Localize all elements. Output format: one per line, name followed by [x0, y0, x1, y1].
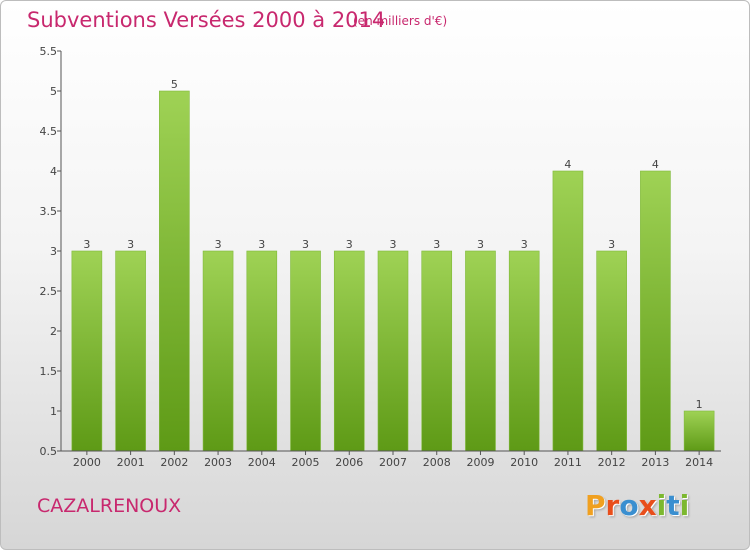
bar-value-label: 3: [477, 238, 484, 251]
y-tick-label: 1: [50, 405, 57, 418]
bar-value-label: 3: [258, 238, 265, 251]
bar-2005: [290, 250, 321, 452]
x-tick-label: 2009: [466, 456, 494, 469]
bar-2012: [596, 250, 627, 452]
x-tick-label: 2002: [160, 456, 188, 469]
bar-2014: [683, 410, 715, 452]
bar-2009: [465, 250, 496, 452]
bar-2001: [115, 250, 146, 452]
commune-name: CAZALRENOUX: [37, 495, 182, 517]
bar-value-label: 3: [83, 238, 90, 251]
y-tick-label: 5.5: [40, 45, 58, 58]
bar-value-label: 4: [564, 158, 571, 171]
x-tick-label: 2003: [204, 456, 232, 469]
bar-value-label: 3: [390, 238, 397, 251]
x-tick-label: 2014: [685, 456, 713, 469]
y-tick-label: 3: [50, 245, 57, 258]
x-tick-label: 2005: [292, 456, 320, 469]
bar-value-label: 1: [696, 398, 703, 411]
bar-2006: [333, 250, 365, 452]
y-tick-label: 2.5: [40, 285, 58, 298]
x-tick-label: 2006: [335, 456, 363, 469]
bar-value-label: 4: [652, 158, 659, 171]
logo-letter: P: [585, 489, 606, 522]
x-tick-label: 2004: [248, 456, 276, 469]
x-tick-label: 2000: [73, 456, 101, 469]
logo-letter: x: [638, 489, 657, 522]
y-tick-label: 1.5: [40, 365, 58, 378]
bar-2011: [552, 170, 584, 452]
x-tick-label: 2007: [379, 456, 407, 469]
bar-2003: [202, 250, 234, 452]
bar-2004: [246, 250, 278, 452]
x-tick-label: 2010: [510, 456, 538, 469]
logo-letter: t: [666, 489, 680, 522]
bar-value-label: 3: [521, 238, 528, 251]
bar-2013: [640, 170, 671, 452]
y-tick-label: 5: [50, 85, 57, 98]
bar-2000: [71, 250, 103, 452]
y-tick-label: 4: [50, 165, 57, 178]
x-tick-label: 2001: [117, 456, 145, 469]
bar-value-label: 3: [433, 238, 440, 251]
bar-2002: [159, 90, 190, 452]
y-tick-label: 4.5: [40, 125, 58, 138]
x-tick-label: 2013: [641, 456, 669, 469]
chart-subtitle: (en milliers d'€): [353, 14, 448, 28]
bar-value-label: 3: [608, 238, 615, 251]
bar-value-label: 5: [171, 78, 178, 91]
logo-letter: i: [679, 489, 690, 522]
bar-value-label: 3: [215, 238, 222, 251]
logo-letter: r: [605, 489, 620, 522]
x-tick-label: 2011: [554, 456, 582, 469]
bar-value-label: 3: [127, 238, 134, 251]
y-tick-label: 0.5: [40, 445, 58, 458]
x-tick-label: 2012: [598, 456, 626, 469]
logo-letter: o: [619, 489, 639, 522]
logo-letter: i: [656, 489, 667, 522]
y-tick-label: 3.5: [40, 205, 58, 218]
x-tick-label: 2008: [423, 456, 451, 469]
y-tick-label: 2: [50, 325, 57, 338]
proxiti-logo: Proxiti: [585, 489, 689, 522]
bar-2007: [377, 250, 409, 452]
bar-value-label: 3: [302, 238, 309, 251]
bar-2008: [421, 250, 453, 452]
chart-title: Subventions Versées 2000 à 2014: [27, 8, 386, 32]
bar-2010: [508, 250, 540, 452]
bar-value-label: 3: [346, 238, 353, 251]
